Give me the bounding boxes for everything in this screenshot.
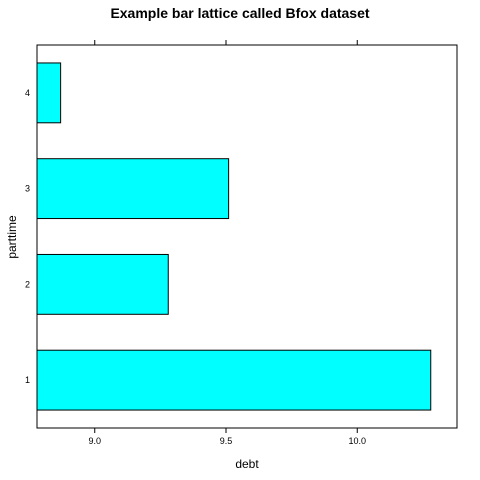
y-tick-label-2: 2 bbox=[25, 279, 30, 289]
y-axis-ticks: 1 2 3 4 bbox=[25, 88, 30, 385]
bar-4 bbox=[36, 62, 62, 124]
y-axis-label: parttime bbox=[5, 215, 19, 259]
x-tick-label: 9.0 bbox=[88, 436, 101, 446]
y-tick-label-4: 4 bbox=[25, 88, 30, 98]
chart-title: Example bar lattice called Bfox dataset bbox=[110, 5, 369, 21]
x-tick-label: 10.0 bbox=[348, 436, 366, 446]
y-tick-label-3: 3 bbox=[25, 184, 30, 194]
y-tick-label-1: 1 bbox=[25, 375, 30, 385]
bar-2 bbox=[36, 253, 169, 315]
x-tick-label: 9.5 bbox=[220, 436, 233, 446]
x-axis-ticks: 9.0 9.5 10.0 bbox=[88, 40, 366, 446]
bar-1 bbox=[36, 349, 432, 411]
x-axis-label: debt bbox=[235, 457, 259, 471]
plot-frame bbox=[36, 44, 458, 429]
bars-group bbox=[36, 62, 432, 411]
bar-3 bbox=[36, 158, 230, 220]
